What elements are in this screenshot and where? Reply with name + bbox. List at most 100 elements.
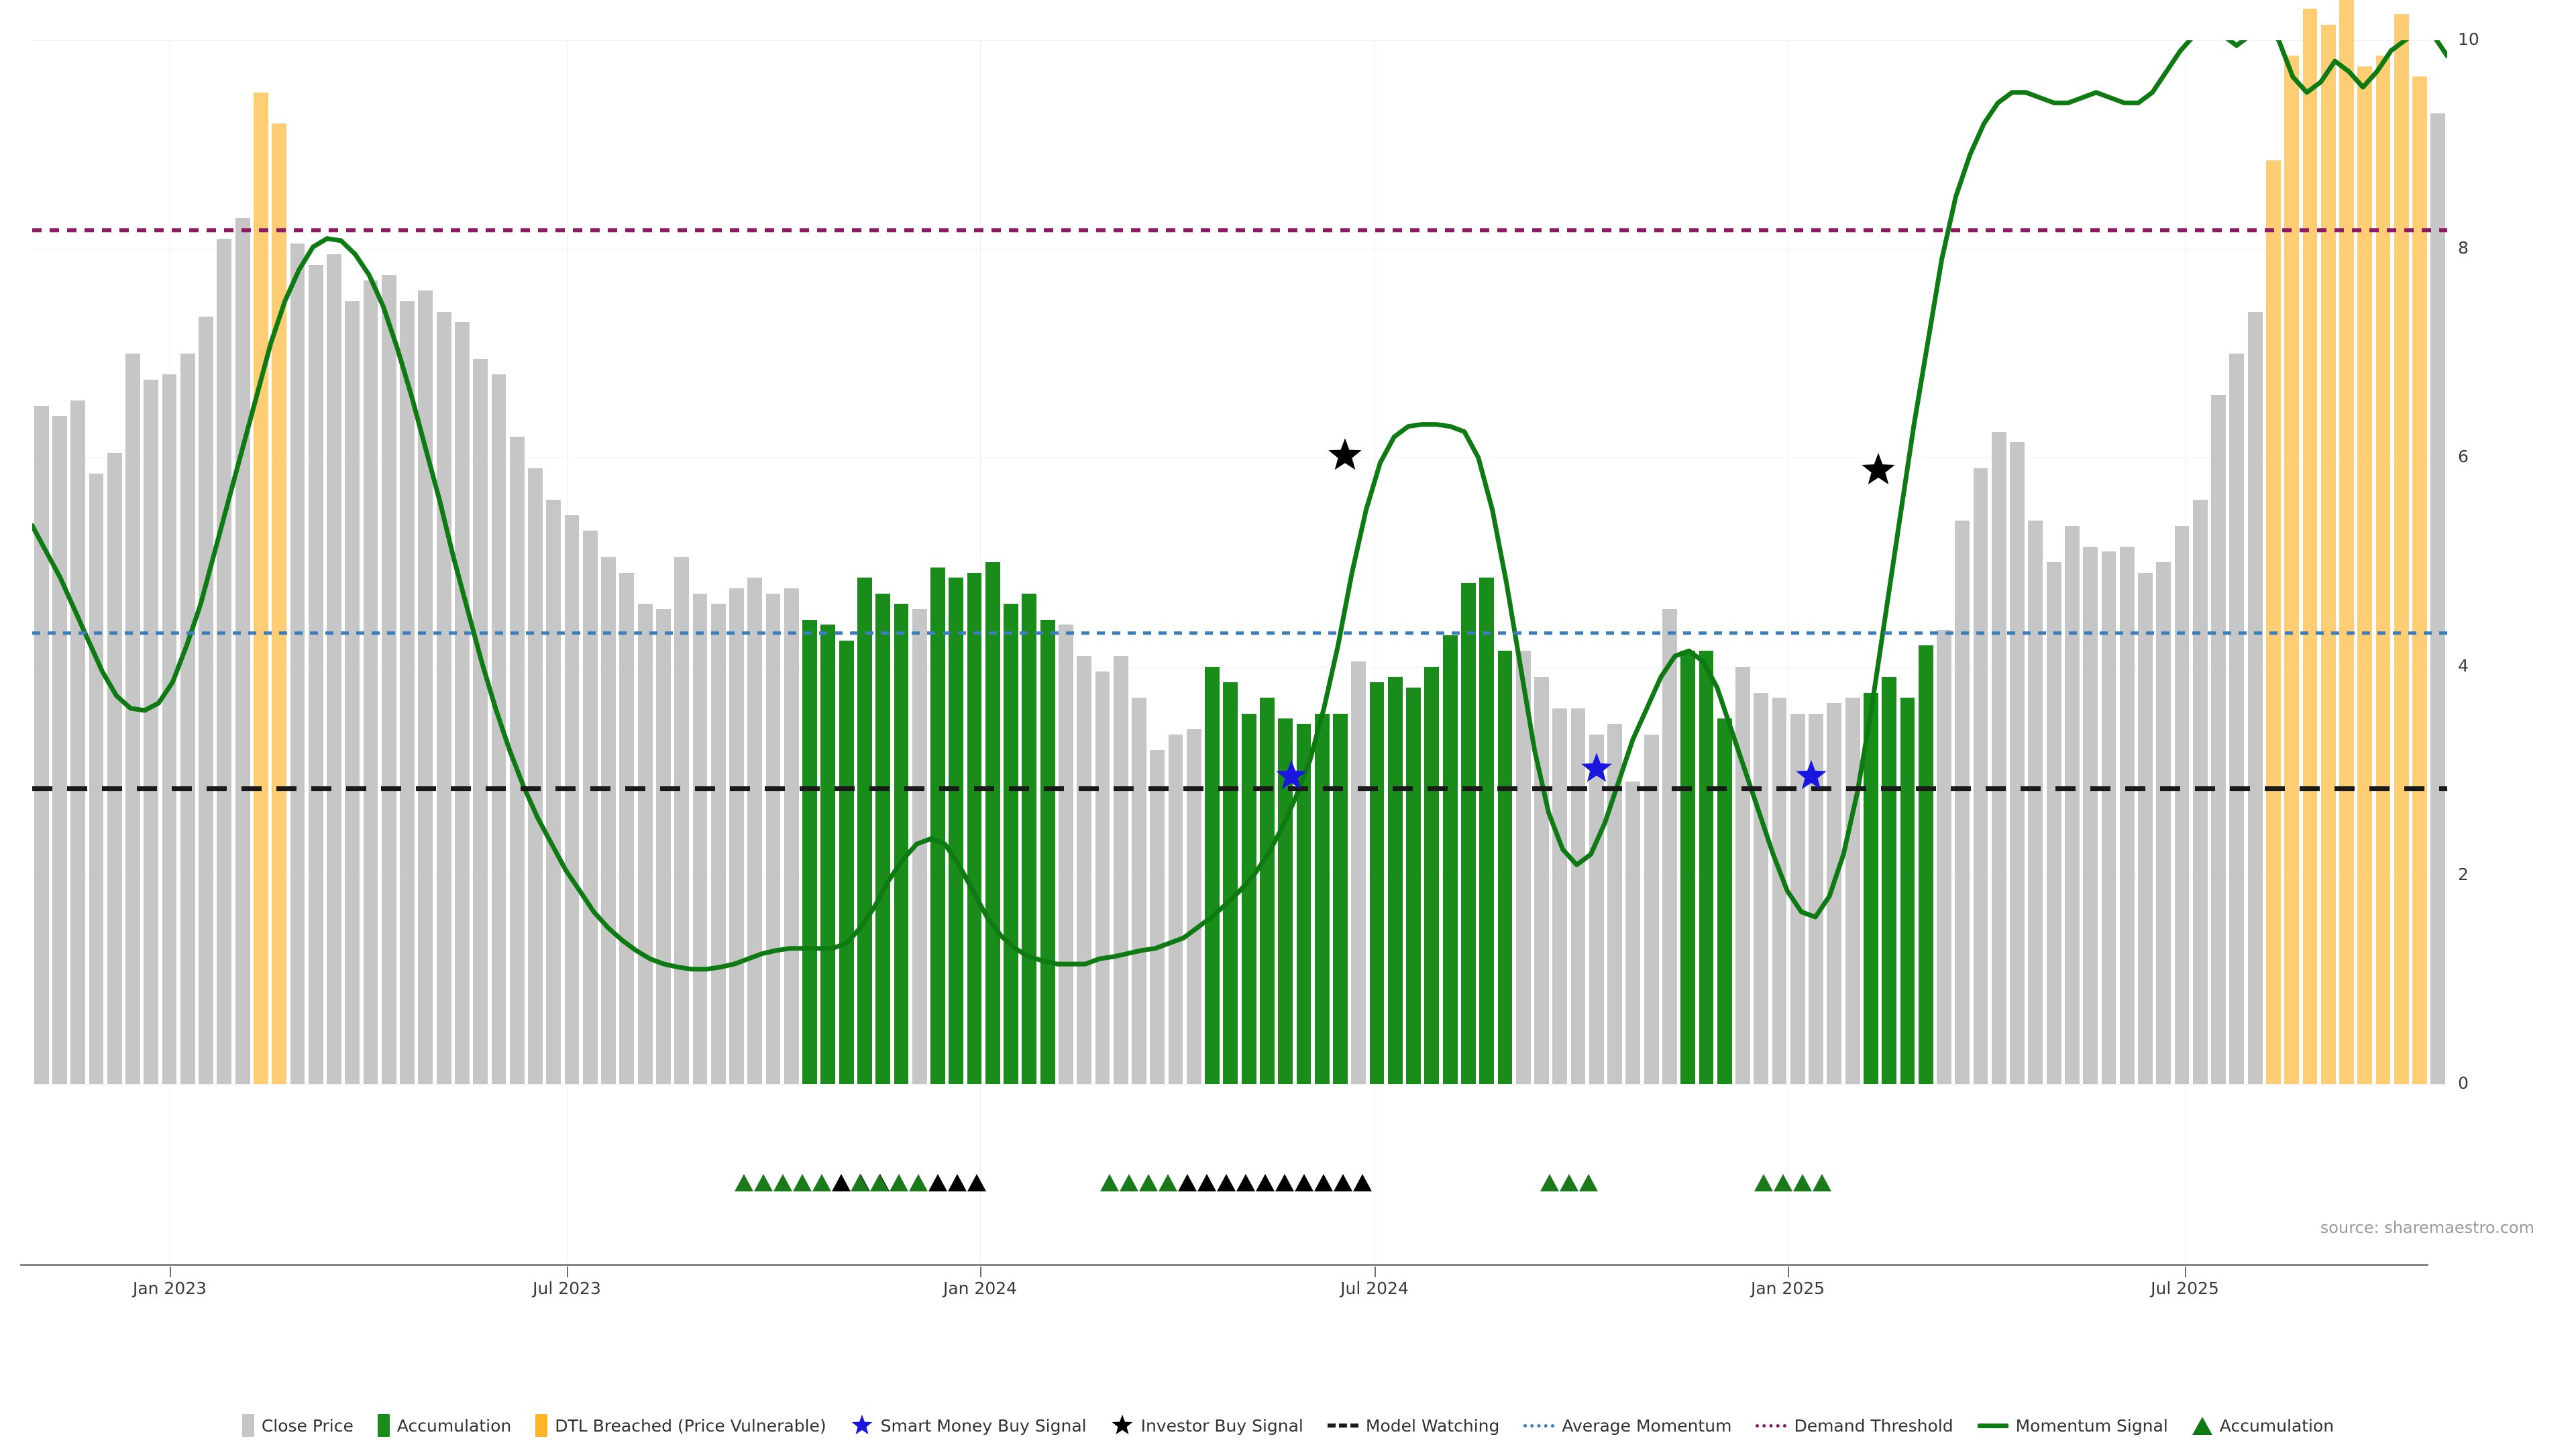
bar-close — [1955, 520, 1970, 1084]
bar-close — [473, 358, 488, 1084]
bar-accum — [1040, 619, 1055, 1084]
bar-close — [710, 604, 726, 1084]
accumulation-triangle-dark-icon — [1217, 1174, 1236, 1191]
bar-close — [564, 515, 580, 1084]
accumulation-triangle-dark-icon — [967, 1174, 986, 1191]
bar-close — [692, 593, 708, 1084]
chart-legend: Close Price Accumulation DTL Breached (Pri… — [0, 1414, 2576, 1437]
y-axis-right-tick: 10 — [2458, 30, 2479, 49]
accumulation-triangle-icon — [1560, 1174, 1578, 1191]
bar-accum — [1333, 713, 1348, 1084]
bar-dtl — [2266, 160, 2281, 1084]
bars-layer — [32, 0, 2447, 1084]
legend-item[interactable]: Momentum Signal — [1977, 1416, 2168, 1436]
bar-close — [1827, 703, 1842, 1084]
accumulation-triangle-dark-icon — [1353, 1174, 1372, 1191]
bar-accum — [1260, 698, 1275, 1084]
x-axis-tick-label: Jul 2024 — [1340, 1279, 1409, 1298]
legend-item-label: Smart Money Buy Signal — [880, 1415, 1087, 1436]
bar-close — [89, 473, 104, 1084]
bar-close — [2101, 551, 2116, 1084]
x-axis-tick-label: Jan 2023 — [132, 1279, 207, 1298]
bar-close — [1077, 656, 1092, 1084]
bar-close — [912, 609, 927, 1084]
bar-accum — [857, 578, 872, 1084]
bar-accum — [1479, 578, 1495, 1084]
legend-item[interactable]: Accumulation — [377, 1414, 511, 1437]
bar-accum — [1387, 677, 1403, 1084]
bar-close — [2430, 113, 2446, 1084]
accumulation-triangle-icon — [1120, 1174, 1138, 1191]
x-axis-tick-label: Jan 2025 — [1750, 1279, 1825, 1298]
bar-dtl — [254, 92, 268, 1084]
bar-close — [582, 531, 598, 1084]
bar-close — [2211, 395, 2226, 1084]
x-axis-tick-label: Jul 2023 — [533, 1279, 601, 1298]
bar-close — [1132, 698, 1146, 1084]
bar-accum — [1680, 651, 1696, 1084]
bar-accum — [1369, 682, 1385, 1084]
bar-accum — [1900, 698, 1915, 1084]
bar-close — [1186, 729, 1201, 1084]
accumulation-triangle-dark-icon — [832, 1174, 851, 1191]
legend-item[interactable]: Demand Threshold — [1756, 1416, 1953, 1436]
legend-item[interactable]: Model Watching — [1327, 1415, 1500, 1436]
accumulation-triangle-icon — [1579, 1174, 1598, 1191]
bar-close — [363, 280, 378, 1084]
bar-close — [1809, 713, 1823, 1084]
x-axis-tick-label: Jan 2024 — [943, 1279, 1018, 1298]
x-axis-line — [20, 1264, 2428, 1266]
y-axis-right-tick: 0 — [2458, 1073, 2469, 1093]
legend-item-label: Investor Buy Signal — [1140, 1415, 1303, 1436]
accumulation-triangle-dark-icon — [1334, 1174, 1352, 1191]
bar-close — [601, 557, 616, 1084]
bar-dtl — [2375, 56, 2391, 1084]
accumulation-triangle-icon — [1540, 1174, 1559, 1191]
bar-close — [1059, 625, 1073, 1084]
accumulation-triangle-dark-icon — [1314, 1174, 1333, 1191]
legend-item-label: Model Watching — [1365, 1415, 1500, 1436]
legend-swatch-solid-line-icon — [1977, 1423, 2008, 1428]
legend-item[interactable]: Close Price — [241, 1414, 354, 1437]
bar-dtl — [2284, 56, 2300, 1084]
accumulation-triangle-icon — [1139, 1174, 1158, 1191]
bar-accum — [1424, 666, 1440, 1084]
x-axis-tick-mark — [980, 1267, 981, 1277]
accumulation-triangle-dark-icon — [1256, 1174, 1275, 1191]
bar-close — [217, 238, 232, 1084]
legend-item[interactable]: DTL Breached (Price Vulnerable) — [535, 1414, 826, 1437]
legend-item[interactable]: Average Momentum — [1523, 1416, 1731, 1436]
legend-swatch-star-icon — [1112, 1414, 1132, 1435]
legend-item[interactable]: Accumulation — [2192, 1416, 2334, 1436]
bar-close — [1772, 698, 1787, 1084]
bar-close — [1113, 656, 1128, 1084]
bar-accum — [1241, 713, 1256, 1084]
bar-close — [2156, 562, 2171, 1084]
y-axis-right-tick: 4 — [2458, 655, 2469, 676]
bar-accum — [1699, 651, 1714, 1084]
bar-close — [2065, 525, 2080, 1084]
y-axis-right-tick: 8 — [2458, 238, 2469, 258]
bar-accum — [930, 567, 945, 1084]
legend-item[interactable]: Investor Buy Signal — [1111, 1414, 1303, 1437]
legend-swatch-rect-icon — [535, 1414, 548, 1437]
accumulation-triangle-dark-icon — [1295, 1174, 1313, 1191]
gridline — [32, 40, 2447, 41]
bar-close — [400, 301, 415, 1084]
x-axis-tick-mark — [170, 1267, 171, 1277]
legend-swatch-triangle-icon — [2192, 1416, 2212, 1435]
bar-accum — [1497, 651, 1513, 1084]
legend-item[interactable]: Smart Money Buy Signal — [851, 1414, 1087, 1437]
legend-item-label: Close Price — [261, 1415, 354, 1436]
bar-close — [1973, 468, 1988, 1084]
y-axis-right-tick: 6 — [2458, 447, 2469, 467]
bar-close — [162, 374, 177, 1084]
bar-accum — [1864, 692, 1878, 1084]
bar-close — [1570, 708, 1586, 1084]
legend-item-label: Average Momentum — [1562, 1415, 1732, 1436]
x-axis-tick-mark — [1375, 1267, 1376, 1277]
accumulation-triangle-dark-icon — [1197, 1174, 1216, 1191]
accumulation-triangle-icon — [1100, 1174, 1119, 1191]
accumulation-triangle-icon — [812, 1174, 831, 1191]
legend-swatch-rect-icon — [377, 1414, 390, 1437]
